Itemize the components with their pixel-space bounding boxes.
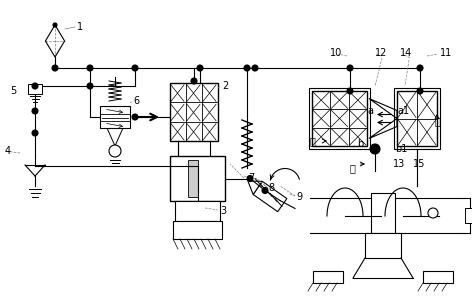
Text: 6: 6	[133, 96, 139, 106]
Bar	[188, 160, 198, 197]
Bar	[394, 88, 440, 149]
Bar	[173, 221, 222, 239]
Text: 13: 13	[393, 159, 405, 169]
Bar	[371, 193, 395, 233]
Text: 1: 1	[77, 22, 83, 32]
Circle shape	[191, 78, 197, 84]
Circle shape	[132, 65, 138, 71]
Circle shape	[87, 65, 93, 71]
Bar	[309, 88, 370, 149]
Polygon shape	[369, 99, 397, 118]
Circle shape	[370, 144, 380, 154]
Bar	[100, 106, 130, 128]
Bar	[465, 208, 472, 223]
Bar	[28, 84, 42, 94]
Circle shape	[247, 176, 253, 181]
Bar	[365, 233, 401, 258]
Bar	[170, 83, 218, 141]
Text: b: b	[357, 139, 363, 149]
Circle shape	[347, 88, 353, 94]
Circle shape	[32, 83, 38, 89]
Circle shape	[262, 187, 268, 194]
Circle shape	[417, 65, 423, 71]
Circle shape	[53, 23, 57, 27]
Polygon shape	[248, 181, 262, 194]
Text: 11: 11	[440, 48, 452, 58]
Bar	[423, 271, 453, 283]
Text: 关: 关	[435, 116, 441, 126]
Text: a1: a1	[397, 105, 409, 115]
Circle shape	[87, 83, 93, 89]
Bar	[253, 181, 287, 212]
Bar	[170, 156, 225, 201]
Circle shape	[197, 65, 203, 71]
Circle shape	[32, 130, 38, 136]
Text: 15: 15	[413, 159, 425, 169]
Circle shape	[428, 208, 438, 218]
Bar	[312, 91, 367, 146]
Text: 4: 4	[5, 146, 11, 156]
Circle shape	[244, 65, 250, 71]
Text: 关: 关	[310, 136, 316, 146]
Circle shape	[32, 108, 38, 114]
Circle shape	[347, 65, 353, 71]
Text: 14: 14	[400, 48, 412, 58]
Text: b1: b1	[395, 144, 407, 154]
Text: 5: 5	[10, 86, 16, 96]
Circle shape	[417, 88, 423, 94]
Bar	[313, 271, 343, 283]
Text: 关: 关	[350, 163, 356, 173]
Polygon shape	[369, 118, 397, 139]
Text: 9: 9	[296, 192, 302, 202]
Text: 10: 10	[330, 48, 342, 58]
Circle shape	[109, 145, 121, 157]
Text: 7: 7	[248, 173, 254, 183]
Text: 8: 8	[268, 183, 274, 193]
Circle shape	[52, 65, 58, 71]
Bar	[175, 201, 220, 221]
Bar	[397, 91, 437, 146]
Circle shape	[252, 65, 258, 71]
Text: 12: 12	[375, 48, 388, 58]
Text: a: a	[367, 105, 373, 115]
Text: 3: 3	[220, 206, 226, 216]
Polygon shape	[107, 128, 123, 146]
Text: 2: 2	[222, 81, 228, 91]
Circle shape	[132, 114, 138, 120]
